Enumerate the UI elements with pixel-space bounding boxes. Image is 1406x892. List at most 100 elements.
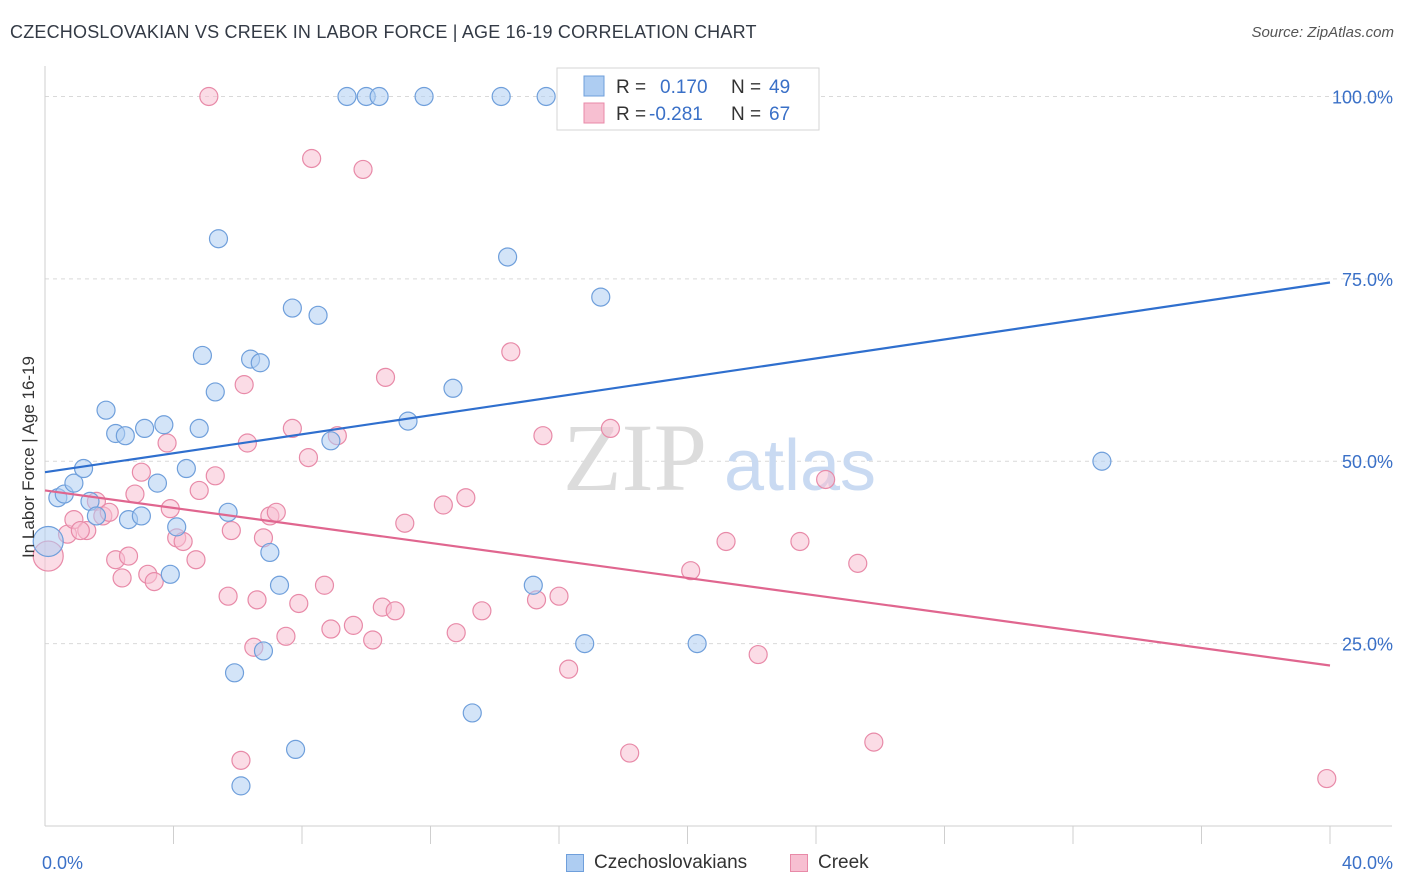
legend-label-czechoslovakians: Czechoslovakians	[594, 852, 748, 873]
creek-point	[205, 466, 225, 486]
czechoslovakian-trend-line	[44, 281, 1331, 474]
creek-point	[218, 586, 238, 606]
legend-n-value-pink: 67	[769, 104, 790, 125]
legend-item-czechoslovakians[interactable]: Czechoslovakians	[566, 852, 747, 874]
legend-r-label-blue: R =	[616, 77, 646, 98]
creek-point	[199, 86, 219, 107]
trend-lines	[44, 281, 1331, 667]
creek-point	[302, 148, 322, 169]
czechoslovakian-point	[189, 418, 209, 439]
creek-point	[816, 469, 836, 490]
czechoslovakian-point	[218, 502, 238, 522]
legend-swatch-pink	[583, 102, 605, 124]
czechoslovakian-point	[253, 641, 274, 661]
creek-point	[433, 495, 453, 515]
czechoslovakian-point	[575, 634, 595, 654]
creek-point	[375, 367, 396, 387]
czechoslovakian-point	[167, 517, 187, 537]
czechoslovakian-point	[1092, 451, 1112, 471]
legend-n-label-pink: N =	[731, 104, 761, 125]
creek-point	[1317, 768, 1337, 789]
y-tick-label: 75.0%	[1342, 270, 1393, 290]
czechoslovakian-point	[536, 86, 556, 107]
czechoslovakian-point	[414, 86, 434, 107]
y-tick-label: 50.0%	[1342, 452, 1393, 472]
creek-point	[559, 659, 579, 679]
legend-swatch-creek	[790, 854, 808, 872]
creek-point	[314, 575, 335, 595]
czechoslovakian-point	[224, 663, 245, 683]
czechoslovakian-point	[32, 525, 64, 558]
creek-point	[600, 418, 621, 439]
x-tick-label: 0.0%	[42, 853, 83, 873]
creek-point	[321, 619, 341, 639]
czechoslovakian-point	[260, 542, 280, 563]
grid-lines	[45, 95, 1392, 645]
creek-point	[864, 732, 884, 752]
czechoslovakian-point	[269, 575, 290, 595]
tick-labels: 100.0% 75.0% 50.0% 25.0% 0.0% 40.0%	[42, 87, 1393, 873]
creek-point	[131, 462, 151, 482]
czechoslovakian-point	[192, 345, 213, 366]
creek-point	[363, 630, 383, 650]
creek-point	[118, 546, 139, 566]
creek-point	[282, 418, 302, 439]
creek-point	[221, 520, 241, 541]
czechoslovakian-point	[134, 418, 155, 439]
creek-point	[748, 644, 768, 665]
legend-r-value-pink: -0.281	[649, 104, 703, 125]
czechoslovakian-point	[398, 411, 418, 431]
creek-point	[125, 484, 145, 504]
czechoslovakian-points	[32, 86, 1112, 796]
czechoslovakian-point	[147, 473, 168, 493]
legend-item-creek[interactable]: Creek	[790, 852, 869, 874]
czechoslovakian-point	[176, 458, 196, 479]
creek-point	[549, 586, 569, 606]
creek-point	[70, 520, 90, 541]
creek-trend-line	[44, 489, 1331, 667]
czechoslovakian-point	[160, 564, 180, 584]
legend-n-label-blue: N =	[731, 77, 761, 98]
czechoslovakian-point	[591, 287, 611, 307]
creek-point	[276, 626, 296, 646]
czechoslovakian-point	[491, 86, 511, 107]
czechoslovakian-point	[321, 431, 341, 451]
czechoslovakian-point	[462, 703, 482, 723]
czechoslovakian-point	[369, 86, 389, 107]
czechoslovakian-point	[96, 400, 116, 420]
y-tick-label: 100.0%	[1332, 87, 1393, 107]
czechoslovakian-point	[282, 298, 302, 318]
creek-point	[620, 743, 640, 763]
czechoslovakian-point	[64, 473, 84, 493]
source-credit: Source: ZipAtlas.com	[1251, 24, 1394, 41]
creek-point	[186, 550, 206, 570]
czechoslovakian-point	[131, 506, 151, 526]
creek-point	[112, 568, 132, 588]
czechoslovakian-point	[443, 378, 463, 398]
legend-label-creek: Creek	[818, 852, 869, 873]
chart-title: CZECHOSLOVAKIAN VS CREEK IN LABOR FORCE …	[10, 22, 757, 42]
watermark: ZIP atlas	[563, 404, 876, 511]
creek-point	[848, 553, 868, 573]
y-tick-label: 25.0%	[1342, 635, 1393, 655]
creek-point	[533, 426, 553, 446]
watermark-zip: ZIP	[563, 404, 707, 511]
creek-point	[234, 375, 254, 395]
creek-point	[456, 488, 476, 508]
creek-point	[247, 590, 267, 610]
creek-point	[157, 433, 177, 453]
correlation-legend: R = 0.170 N = 49 R = -0.281 N = 67	[556, 67, 820, 131]
creek-point	[343, 615, 363, 635]
legend-r-value-blue: 0.170	[660, 77, 708, 98]
czechoslovakian-point	[285, 739, 306, 760]
legend-swatch-czechoslovakians	[566, 854, 584, 872]
creek-point	[189, 480, 209, 501]
czechoslovakian-point	[73, 458, 94, 479]
czechoslovakian-point	[115, 426, 135, 446]
legend-n-value-blue: 49	[769, 77, 790, 98]
czechoslovakian-point	[337, 86, 357, 107]
creek-point	[716, 531, 736, 552]
creek-point	[298, 447, 319, 468]
creek-point	[501, 342, 521, 362]
